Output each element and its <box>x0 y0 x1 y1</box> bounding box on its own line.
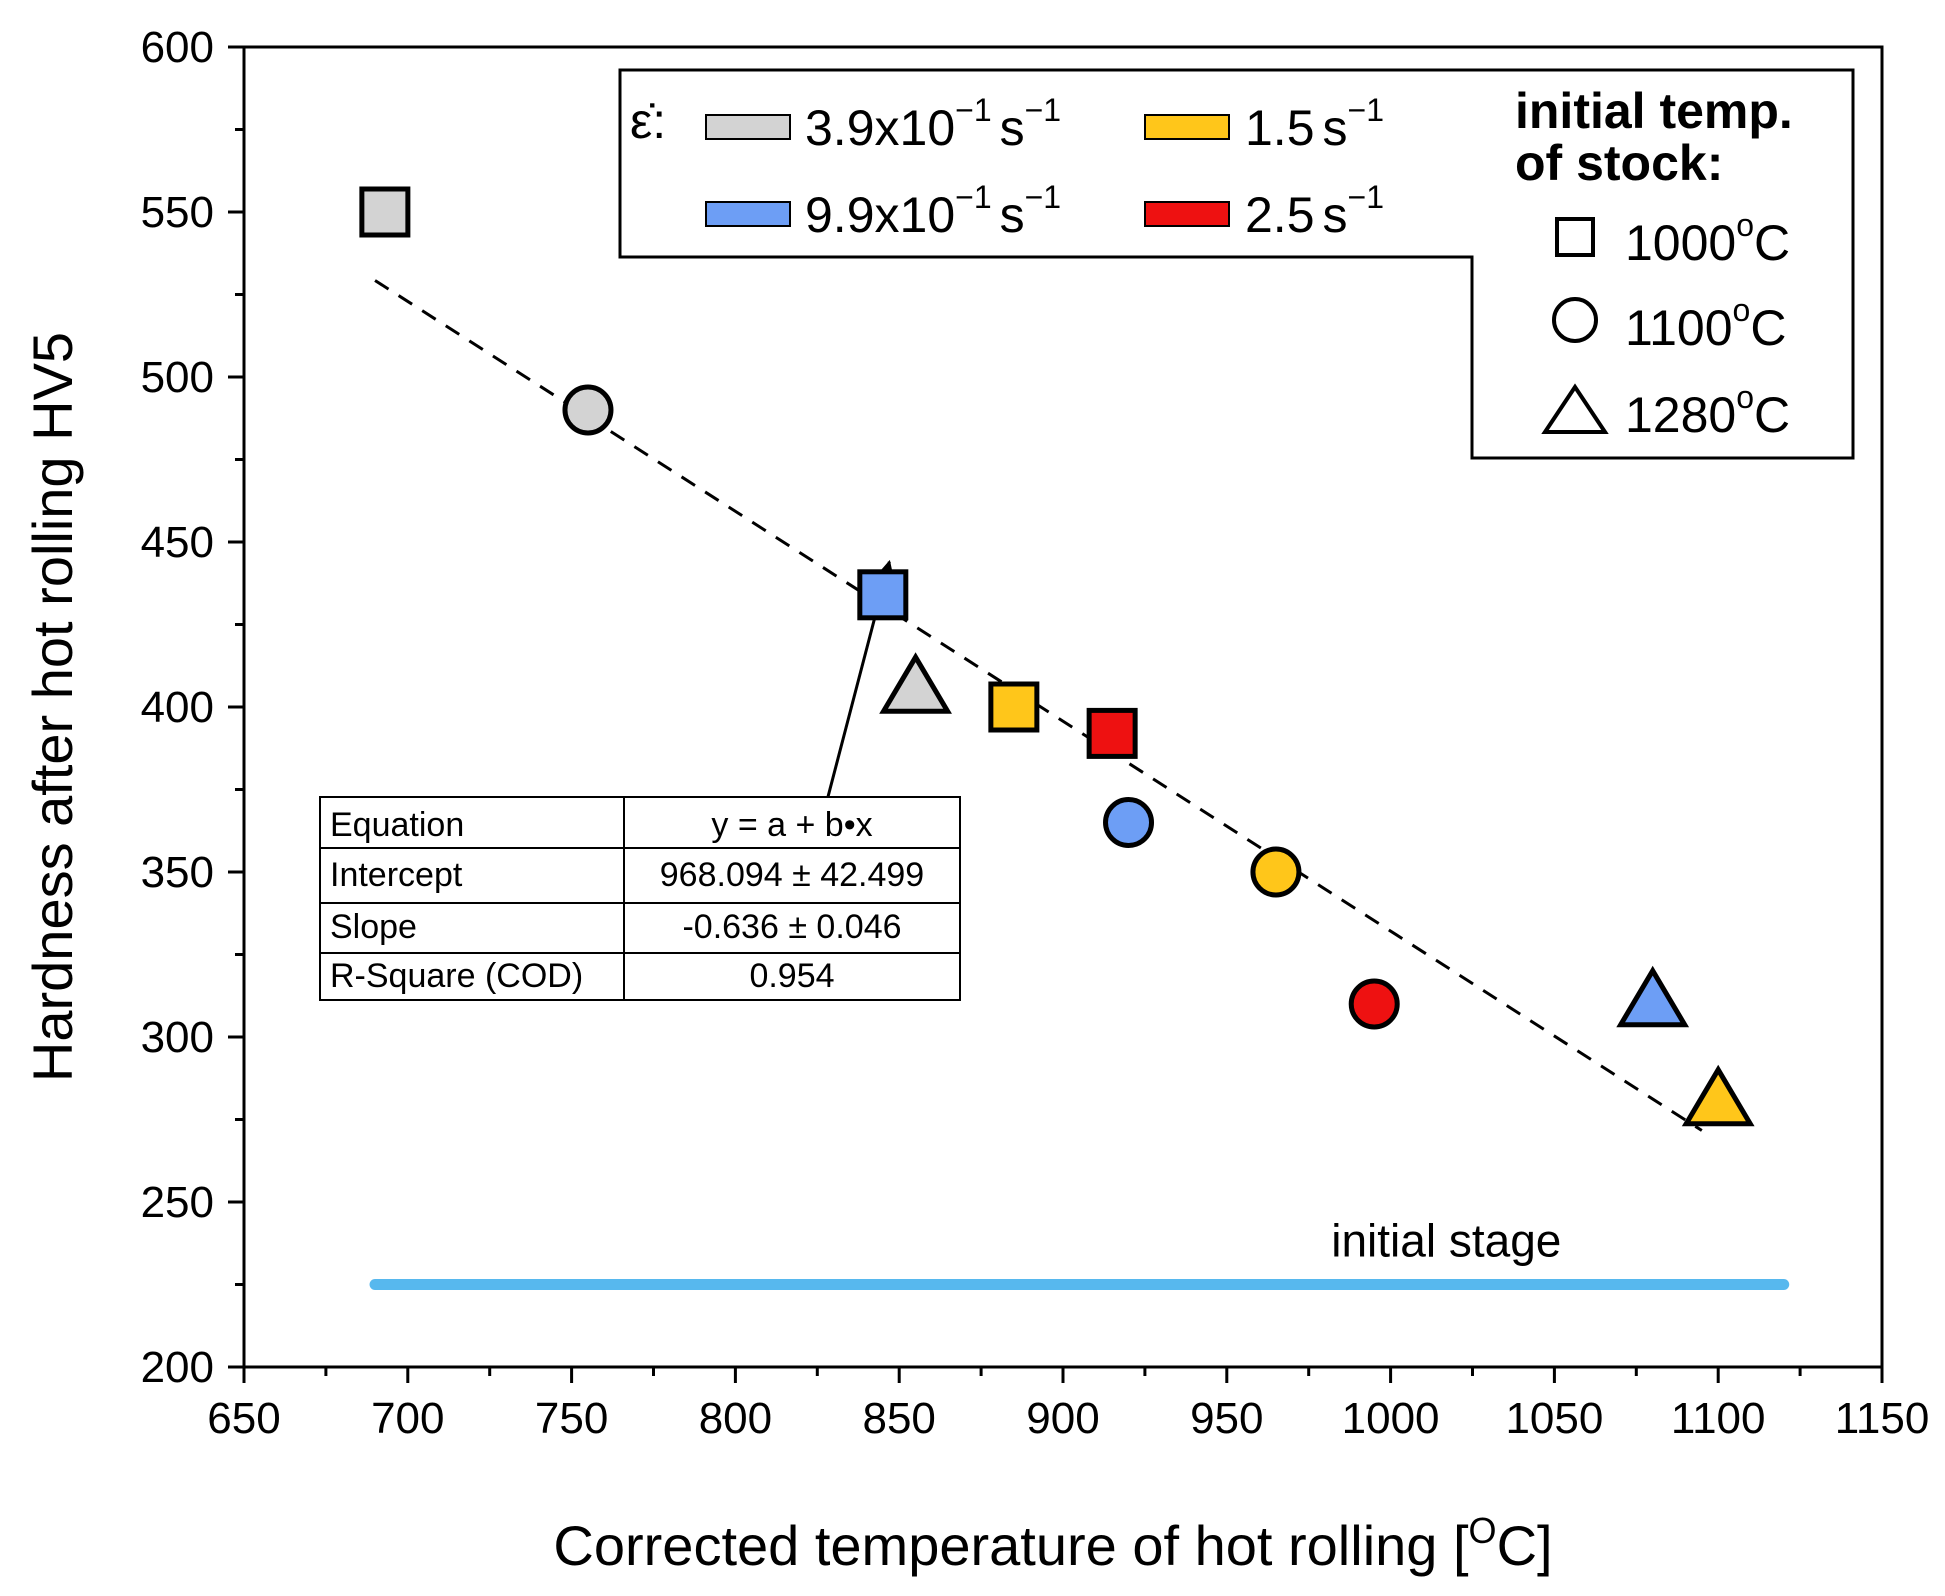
temp-value: 1000 <box>1625 215 1736 271</box>
temp-legend-label: 1000oC <box>1625 207 1790 271</box>
legend-mantissa: 3.9x10 <box>805 100 955 156</box>
y-tick-label: 200 <box>141 1343 214 1392</box>
fit-result-table: Equation y = a + b•x Intercept 968.094 ±… <box>319 796 961 1001</box>
data-point-square <box>857 569 909 621</box>
legend-label-gray: 3.9x10−1 s−1 <box>805 92 1061 156</box>
fit-table-value: y = a + b•x <box>711 806 872 844</box>
fit-table-label: Equation <box>330 806 464 844</box>
data-points <box>359 186 1755 1127</box>
legend-unit: s <box>1000 187 1025 243</box>
x-tick-label: 1050 <box>1505 1394 1603 1443</box>
legend-unit-exp: −1 <box>1348 179 1384 215</box>
y-tick-label: 250 <box>141 1178 214 1227</box>
x-tick-label: 750 <box>535 1394 608 1443</box>
legend-unit-exp: −1 <box>1025 179 1061 215</box>
legend-unit: s <box>1000 100 1025 156</box>
data-point-triangle <box>879 652 952 714</box>
initial-stage-label: initial stage <box>1331 1215 1561 1267</box>
data-point-circle <box>1250 846 1302 898</box>
data-point-circle <box>562 384 614 436</box>
data-point-circle <box>1348 978 1400 1030</box>
y-axis-ticks: 200 250 300 350 400 450 500 550 600 <box>141 23 244 1392</box>
data-point-square <box>1086 707 1138 759</box>
legend-swatch-yellow <box>1144 114 1230 140</box>
legend-label-blue: 9.9x10−1 s−1 <box>805 179 1061 243</box>
y-tick-label: 450 <box>141 518 214 567</box>
legend-exp: −1 <box>955 92 991 128</box>
legend-mantissa: 9.9x10 <box>805 187 955 243</box>
x-axis-title-main: Corrected temperature of hot rolling [ <box>553 1514 1469 1577</box>
fit-table-label: Intercept <box>330 856 463 894</box>
legend-swatch-gray <box>705 114 791 140</box>
x-axis-title-end: C] <box>1497 1514 1553 1577</box>
legend-circle-marker <box>1552 297 1598 343</box>
x-tick-label: 650 <box>207 1394 280 1443</box>
x-tick-label: 850 <box>862 1394 935 1443</box>
y-tick-label: 600 <box>141 23 214 72</box>
x-tick-label: 1000 <box>1342 1394 1440 1443</box>
x-tick-label: 950 <box>1190 1394 1263 1443</box>
y-axis-title: Hardness after hot rolling HV5 <box>21 332 84 1082</box>
x-tick-label: 1150 <box>1835 1394 1930 1443</box>
fit-table-value: 968.094 ± 42.499 <box>660 856 924 894</box>
x-axis-title: Corrected temperature of hot rolling [OC… <box>553 1510 1552 1577</box>
fit-table-value: 0.954 <box>749 957 834 995</box>
legend-mantissa: 1.5 <box>1245 100 1315 156</box>
legend-exp: −1 <box>955 179 991 215</box>
legend-unit: s <box>1323 100 1348 156</box>
data-point-triangle <box>1681 1064 1755 1127</box>
legend-frame <box>618 68 1855 460</box>
temp-legend-title: initial temp. <box>1515 83 1793 139</box>
legend-swatch-blue <box>705 201 791 227</box>
legend-swatch-red <box>1144 201 1230 227</box>
legend-mantissa: 2.5 <box>1245 187 1315 243</box>
temp-unit: C <box>1750 300 1786 356</box>
data-point-square <box>988 681 1040 733</box>
y-tick-label: 300 <box>141 1013 214 1062</box>
temp-value: 1100 <box>1625 300 1733 356</box>
legend-label-red: 2.5 s−1 <box>1245 179 1384 243</box>
x-axis-ticks: 650 700 750 800 850 900 950 1000 1050 1100 1150 <box>207 1367 1929 1443</box>
temp-unit: C <box>1754 387 1790 443</box>
strain-rate-symbol: ε̇: <box>630 93 666 149</box>
data-point-circle <box>1103 797 1155 848</box>
temp-degree: o <box>1736 379 1754 415</box>
legend-square-marker <box>1555 217 1595 257</box>
legend-triangle-marker <box>1541 383 1609 434</box>
temp-legend-title: of stock: <box>1515 135 1723 191</box>
y-tick-label: 350 <box>141 848 214 897</box>
legend-unit: s <box>1323 187 1348 243</box>
fit-table-value: -0.636 ± 0.046 <box>682 908 901 946</box>
fit-table-border <box>319 796 961 1001</box>
x-tick-label: 700 <box>371 1394 444 1443</box>
legend-unit-exp: −1 <box>1025 92 1061 128</box>
x-tick-label: 800 <box>699 1394 772 1443</box>
temp-degree: o <box>1736 207 1754 243</box>
legend-label-yellow: 1.5 s−1 <box>1245 92 1384 156</box>
legend-unit-exp: −1 <box>1348 92 1384 128</box>
x-axis-title-superscript: O <box>1469 1510 1497 1551</box>
fit-table-label: Slope <box>330 908 417 946</box>
data-point-square <box>359 186 411 238</box>
y-tick-label: 400 <box>141 683 214 732</box>
y-tick-label: 500 <box>141 353 214 402</box>
temp-value: 1280 <box>1625 387 1736 443</box>
data-point-triangle <box>1616 965 1690 1028</box>
temp-legend-label: 1100oC <box>1625 292 1786 356</box>
temp-legend-label: 1280oC <box>1625 379 1790 443</box>
temp-unit: C <box>1754 215 1790 271</box>
fit-table-label: R-Square (COD) <box>330 957 583 995</box>
x-tick-label: 900 <box>1026 1394 1099 1443</box>
y-tick-label: 550 <box>141 188 214 237</box>
x-tick-label: 1100 <box>1671 1394 1766 1443</box>
temp-degree: o <box>1733 292 1751 328</box>
